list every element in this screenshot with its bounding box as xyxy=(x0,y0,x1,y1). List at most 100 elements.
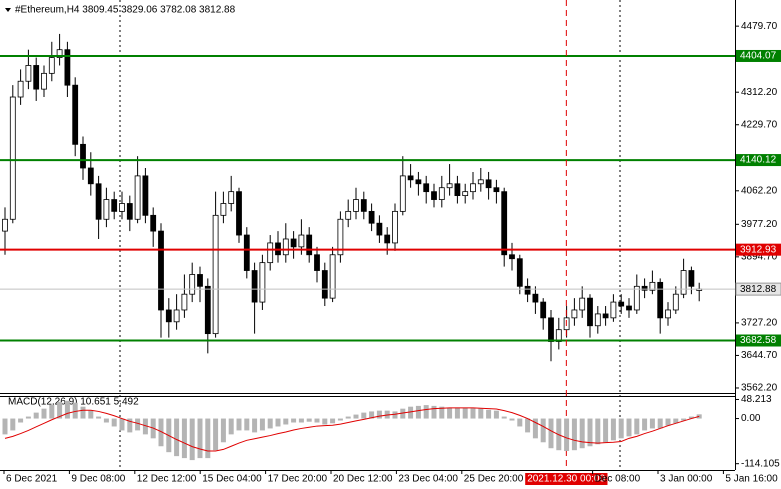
macd-bar xyxy=(493,410,499,419)
candle-body xyxy=(204,285,211,335)
x-tick-label: Dec 08:00 xyxy=(595,474,641,485)
candle-body xyxy=(181,293,188,311)
macd-bar xyxy=(447,407,453,419)
candle-body xyxy=(236,191,242,236)
candle-body xyxy=(353,199,359,212)
candle-body xyxy=(633,285,640,311)
candle-body xyxy=(220,203,227,216)
y-tick-label: 4229.70 xyxy=(741,119,778,130)
macd-bar xyxy=(64,400,70,419)
y-tick-label: 4062.20 xyxy=(741,185,778,196)
macd-bar xyxy=(548,418,554,449)
macd-bar xyxy=(111,418,117,427)
candle-body xyxy=(150,214,157,232)
candle-body xyxy=(657,281,664,319)
macd-bar xyxy=(517,418,523,427)
candle-body xyxy=(259,262,266,303)
x-tick-label: 12 Dec 12:00 xyxy=(137,474,197,485)
candle-body xyxy=(165,309,172,323)
candle-body xyxy=(2,218,8,232)
macd-bar xyxy=(220,418,226,443)
macd-bar xyxy=(33,412,39,419)
y-tick-label: 3562.20 xyxy=(741,383,778,394)
macd-bar xyxy=(80,406,86,419)
macd-bar xyxy=(41,408,47,419)
y-tick-label: 4312.20 xyxy=(741,87,778,98)
macd-bar xyxy=(540,418,546,443)
candle-body xyxy=(579,297,586,311)
candle-body xyxy=(485,179,492,189)
candle-body xyxy=(602,313,609,319)
macd-bar xyxy=(501,416,507,419)
macd-bar xyxy=(228,418,234,435)
candle-body xyxy=(610,301,617,319)
macd-bar xyxy=(423,405,429,419)
macd-bar xyxy=(259,418,265,431)
macd-bar xyxy=(244,418,250,431)
candle-body xyxy=(25,65,32,82)
candle-body xyxy=(87,167,94,185)
macd-bar xyxy=(252,418,258,433)
macd-bar xyxy=(673,418,679,424)
candle-body xyxy=(329,254,336,299)
macd-bar xyxy=(369,411,375,419)
candle-body xyxy=(72,84,79,145)
level-label-bg xyxy=(736,334,781,347)
macd-bar xyxy=(587,418,593,447)
macd-bar xyxy=(361,412,367,419)
candle-body xyxy=(290,238,297,248)
candle-body xyxy=(119,203,125,212)
candle-body xyxy=(251,270,258,303)
macd-bar xyxy=(49,404,55,419)
candle-body xyxy=(103,199,110,220)
macd-bar xyxy=(439,406,445,419)
candle-body xyxy=(477,179,484,185)
macd-bar xyxy=(392,411,398,419)
candle-body xyxy=(228,191,235,204)
macd-bar xyxy=(306,418,312,422)
candle-body xyxy=(17,80,24,98)
macd-bar xyxy=(400,408,406,419)
macd-bar xyxy=(665,418,671,426)
macd-bar xyxy=(2,418,8,435)
macd-bar xyxy=(158,418,164,447)
chart-title: #Ethereum,H4 3809.45 3829.06 3782.08 381… xyxy=(15,5,236,16)
macd-bar xyxy=(18,418,24,423)
candle-body xyxy=(626,305,632,311)
candle-body xyxy=(267,242,274,264)
candle-body xyxy=(555,329,562,342)
marker-label-bg xyxy=(525,473,608,485)
candle-body xyxy=(142,175,149,216)
candle-body xyxy=(64,49,71,86)
macd-bar xyxy=(337,418,343,421)
macd-bar xyxy=(610,418,616,441)
candle-body xyxy=(462,191,469,197)
candle-body xyxy=(392,210,398,244)
candle-body xyxy=(454,183,461,197)
macd-bar xyxy=(478,408,484,419)
candle-body xyxy=(9,96,16,220)
level-label-bg xyxy=(736,154,781,167)
macd-bar xyxy=(345,416,351,419)
macd-bar xyxy=(571,418,577,451)
macd-title: MACD(12,26,9) 10.651 5.492 xyxy=(8,397,139,408)
level-label: 3912.93 xyxy=(740,244,777,255)
candle-body xyxy=(337,218,344,256)
candle-body xyxy=(431,191,437,200)
candle-body xyxy=(548,317,554,342)
level-label: 3682.58 xyxy=(740,335,777,346)
candle-body xyxy=(321,270,328,299)
y-tick-label: 0.00 xyxy=(741,413,761,424)
macd-bar xyxy=(330,418,336,424)
x-tick-label: 25 Dec 20:00 xyxy=(464,474,524,485)
y-tick-label: 3894.70 xyxy=(741,251,778,262)
macd-bar xyxy=(96,416,102,419)
candle-body xyxy=(48,57,55,74)
candle-body xyxy=(594,313,601,327)
candle-body xyxy=(524,285,531,295)
macd-bar xyxy=(10,418,16,431)
candle-body xyxy=(501,191,508,256)
macd-bar xyxy=(57,401,63,419)
candle-body xyxy=(197,274,203,287)
